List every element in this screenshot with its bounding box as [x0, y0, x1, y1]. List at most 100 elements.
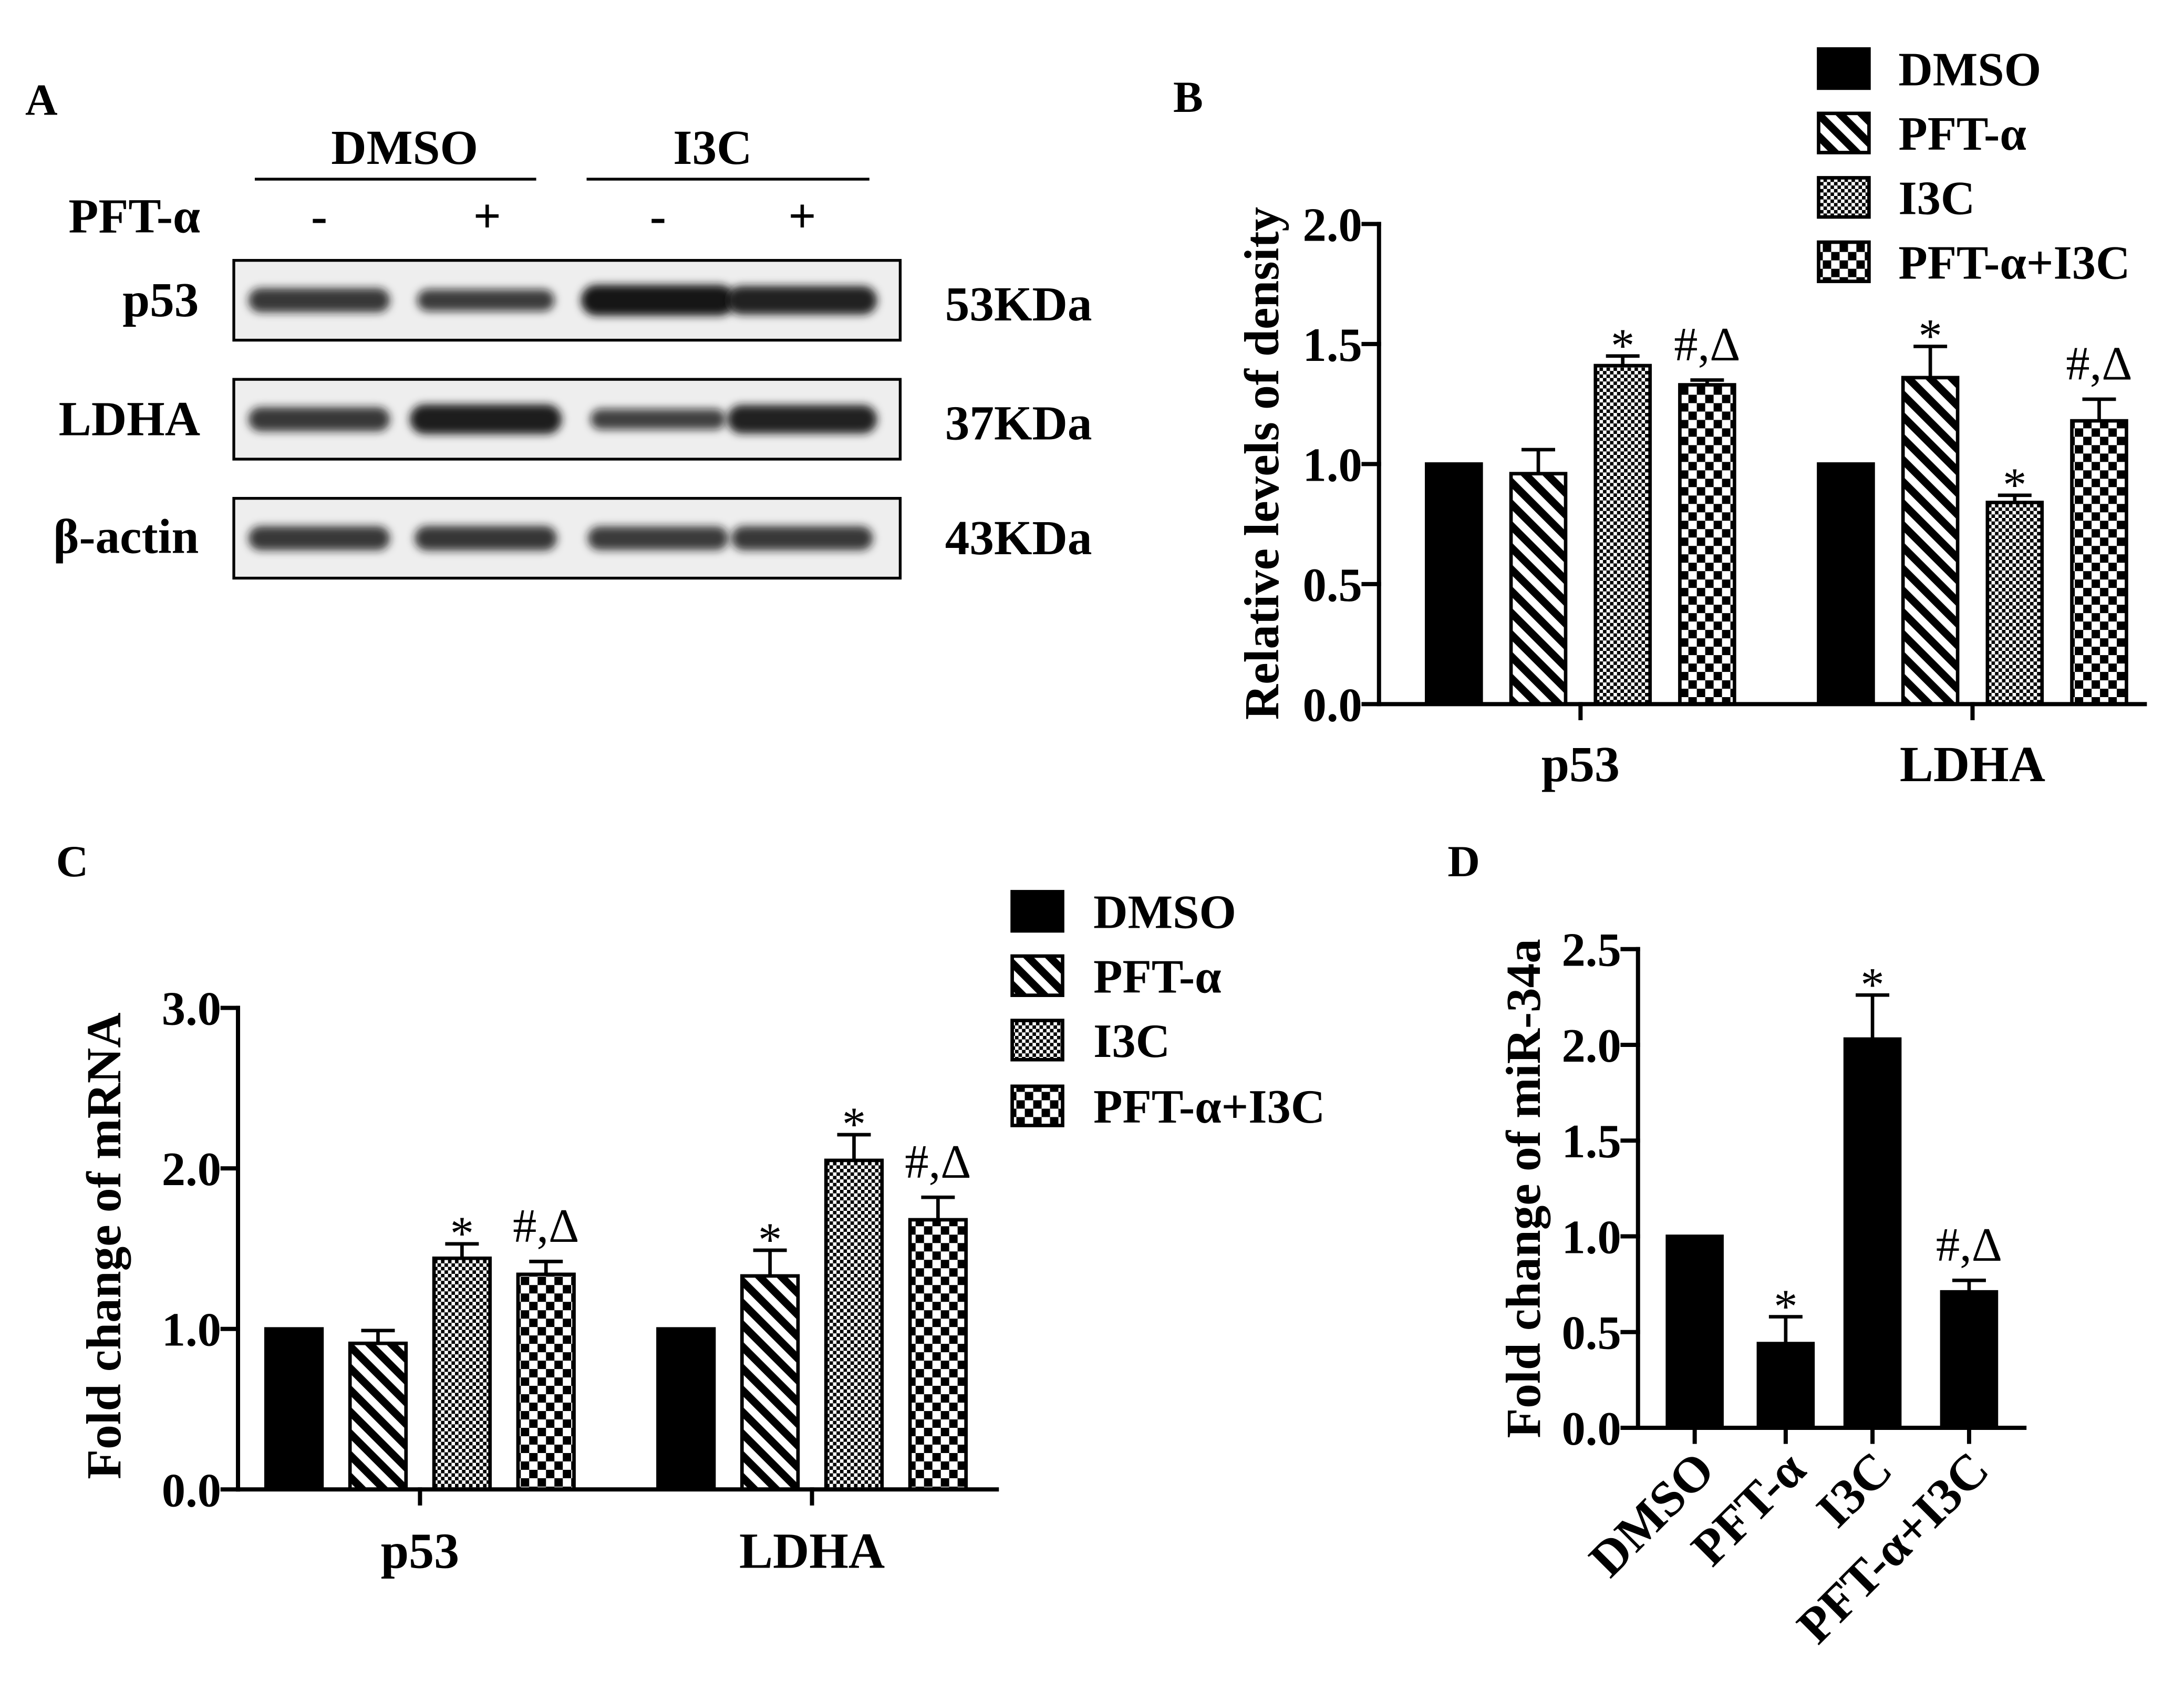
blot-row-ldha [232, 378, 902, 461]
bar-ldha-dmso [656, 1327, 716, 1491]
legend-swatch-pft-alpha-plus-i3c [1010, 1084, 1064, 1127]
bar-ldha-i3c [824, 1158, 884, 1491]
y-axis-title: Fold change of miR-34a [1497, 939, 1551, 1438]
blot-row-label-beta-actin: β-actin [53, 510, 199, 564]
legend-swatch-pft-alpha [1010, 954, 1064, 997]
legend: DMSO PFT-α I3C PFT-α+I3C [1010, 886, 1325, 1133]
x-category-label-p53: p53 [381, 1523, 459, 1579]
legend-label-pft-alpha: PFT-α [1898, 107, 2026, 160]
legend-item-dmso: DMSO [1010, 886, 1236, 939]
panel-label-a: A [25, 76, 58, 125]
bar-ldha-pft-alpha [1901, 376, 1960, 706]
legend-label-i3c: I3C [1093, 1014, 1170, 1067]
lane-2-treatment-sign: + [473, 189, 501, 243]
y-axis-title: Fold change of mRNA [77, 1012, 131, 1479]
band-p53-lane-1 [248, 288, 390, 313]
legend-label-pft-alpha: PFT-α [1093, 950, 1222, 1003]
lane-3-treatment-sign: - [650, 189, 666, 243]
molecular-weight-ldha: 37KDa [945, 397, 1092, 451]
blot-row-label-p53: p53 [122, 273, 199, 327]
panel-label-d: D [1447, 837, 1480, 886]
band-beta-actin-lane-3 [587, 526, 729, 551]
y-tick-label: 1.5 [1562, 1115, 1621, 1168]
legend-item-i3c: I3C [1010, 1014, 1170, 1067]
legend-item-pft-alpha: PFT-α [1010, 950, 1222, 1003]
y-axis-title: Relative levels of density [1235, 207, 1289, 720]
y-tick-label: 1.0 [1562, 1210, 1621, 1263]
significance-mark-ldha-pft-alpha-plus-i3c: #,Δ [2066, 337, 2132, 390]
band-ldha-lane-1 [248, 407, 390, 432]
bar-ldha-i3c [1985, 501, 2044, 706]
y-tick-label: 2.5 [1562, 924, 1621, 977]
bar-ldha-pft-alpha-plus-i3c [2070, 419, 2128, 706]
significance-mark-ldha-i3c: * [2003, 458, 2026, 511]
lane-4-treatment-sign: + [788, 189, 816, 243]
y-tick-label: 2.0 [162, 1143, 221, 1196]
legend-swatch-pft-alpha [1817, 111, 1871, 154]
bar-dmso [1665, 1234, 1724, 1430]
x-category-label-p53: p53 [1541, 736, 1620, 792]
blot-row-beta-actin [232, 496, 902, 580]
legend-swatch-i3c [1817, 176, 1871, 219]
y-tick-label: 0.0 [162, 1464, 221, 1517]
bar-p53-dmso [1425, 462, 1483, 706]
y-tick-label: 1.5 [1303, 318, 1362, 371]
band-p53-lane-4 [727, 286, 877, 315]
band-beta-actin-lane-2 [415, 526, 557, 551]
bar-p53-pft-alpha-plus-i3c [516, 1272, 576, 1491]
legend-label-i3c: I3C [1898, 172, 1975, 225]
band-p53-lane-2 [417, 289, 555, 312]
bar-ldha-dmso [1817, 462, 1875, 706]
bar-p53-pft-alpha [1509, 472, 1568, 706]
lane-1-treatment-sign: - [311, 189, 327, 243]
bar-p53-dmso [264, 1327, 324, 1491]
significance-mark-p53-pft-alpha-plus-i3c: #,Δ [1674, 318, 1740, 371]
panel-label-c: C [56, 837, 89, 886]
legend-item-dmso: DMSO [1817, 43, 2041, 96]
panel-b-density-chart: B Relative levels of density * * * #,Δ #,Δ 0.0 0… [1173, 43, 2147, 792]
band-ldha-lane-2 [410, 404, 562, 434]
band-p53-lane-3 [581, 285, 735, 316]
significance-mark-i3c: * [1860, 958, 1884, 1011]
legend-item-i3c: I3C [1817, 172, 1975, 225]
panel-label-b: B [1173, 72, 1203, 122]
y-tick-label: 1.0 [1303, 438, 1362, 491]
bar-pft-alpha [1756, 1342, 1815, 1430]
panel-c-mrna-chart: C Fold change of mRNA * * * #,Δ #,Δ 0.0 1.0 2.0 3.… [56, 837, 1326, 1579]
significance-mark-p53-i3c: * [450, 1207, 474, 1260]
blot-row-label-ldha: LDHA [59, 392, 200, 447]
legend-item-pft-alpha-plus-i3c: PFT-α+I3C [1817, 236, 2130, 289]
y-tick-label: 2.0 [1303, 198, 1362, 251]
molecular-weight-p53: 53KDa [945, 277, 1092, 331]
y-tick-label: 0.0 [1562, 1402, 1621, 1455]
panel-a-western-blot: A DMSO I3C PFT-α - + - + p53 LDHA β-acti… [25, 76, 1092, 580]
significance-mark-ldha-pft-alpha-plus-i3c: #,Δ [905, 1135, 971, 1188]
legend-swatch-pft-alpha-plus-i3c [1817, 240, 1871, 283]
y-tick-label: 1.0 [162, 1303, 221, 1356]
significance-mark-pft-alpha-plus-i3c: #,Δ [1936, 1218, 2002, 1271]
legend-label-dmso: DMSO [1898, 43, 2041, 96]
band-ldha-lane-4 [727, 404, 877, 434]
significance-mark-p53-pft-alpha-plus-i3c: #,Δ [513, 1199, 579, 1252]
blot-membranes [232, 258, 902, 580]
y-tick-label: 2.0 [1562, 1019, 1621, 1072]
bar-pft-alpha-plus-i3c [1940, 1290, 1999, 1430]
bar-p53-i3c [1593, 364, 1652, 706]
legend-swatch-dmso [1817, 47, 1871, 90]
legend-swatch-i3c [1010, 1019, 1064, 1062]
y-tick-label: 0.5 [1562, 1306, 1621, 1360]
legend-item-pft-alpha: PFT-α [1817, 107, 2026, 160]
group-label-i3c: I3C [673, 121, 752, 175]
group-label-dmso: DMSO [331, 121, 478, 175]
bar-p53-pft-alpha [348, 1341, 408, 1491]
x-category-label-ldha: LDHA [1900, 736, 2045, 792]
y-tick-label: 3.0 [162, 982, 221, 1035]
bar-ldha-pft-alpha [740, 1274, 800, 1491]
significance-mark-p53-i3c: * [1611, 319, 1634, 372]
bar-p53-i3c [432, 1256, 492, 1491]
blot-row-p53 [232, 258, 902, 342]
legend-swatch-dmso [1010, 890, 1064, 933]
legend-label-pft-alpha-plus-i3c: PFT-α+I3C [1898, 236, 2130, 289]
legend-item-pft-alpha-plus-i3c: PFT-α+I3C [1010, 1080, 1325, 1133]
